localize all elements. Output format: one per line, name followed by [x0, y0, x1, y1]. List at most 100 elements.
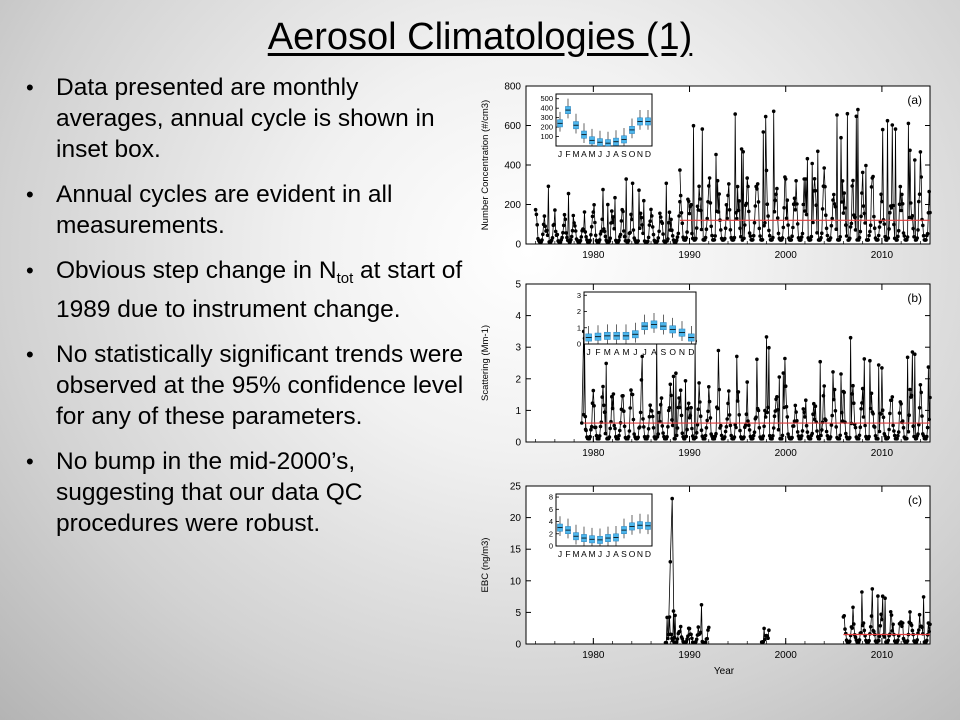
inset-y-tick-label: 3	[577, 291, 581, 300]
data-point	[767, 228, 771, 233]
data-point	[830, 413, 834, 418]
data-point	[628, 230, 632, 235]
data-point	[917, 406, 922, 410]
data-point	[804, 423, 809, 428]
x-axis-label: Year	[714, 666, 735, 677]
data-point	[657, 410, 661, 415]
data-point	[844, 234, 849, 238]
data-point	[849, 221, 854, 226]
inset-y-tick-label: 4	[549, 517, 553, 526]
data-point	[698, 414, 703, 419]
data-point	[674, 371, 678, 376]
data-point	[775, 186, 779, 191]
data-point	[763, 221, 767, 225]
data-point	[705, 418, 709, 423]
data-point	[660, 424, 665, 428]
bullet-text: No bump in the mid-2000’s, suggesting th…	[56, 448, 363, 537]
data-point	[661, 232, 665, 236]
data-point	[584, 235, 588, 239]
data-point	[678, 193, 683, 198]
data-point	[592, 404, 596, 408]
x-tick-label: 2000	[775, 448, 798, 459]
data-point	[862, 357, 867, 361]
data-point	[588, 238, 592, 243]
bullet-item: • Data presented are monthly averages, an…	[20, 72, 470, 165]
data-point	[694, 430, 699, 435]
data-point	[812, 417, 817, 422]
data-point	[735, 184, 740, 189]
bullet-text-before: Obvious step change in N	[56, 257, 337, 284]
data-point	[905, 235, 910, 239]
data-point	[649, 207, 653, 212]
data-point	[627, 429, 632, 433]
inset-month-label: M	[588, 549, 595, 559]
data-point	[617, 433, 621, 438]
data-point	[666, 425, 670, 429]
data-point	[765, 410, 770, 415]
data-point	[793, 208, 798, 212]
data-point	[804, 212, 809, 217]
data-point	[892, 429, 896, 433]
data-point	[669, 393, 673, 398]
data-point	[600, 395, 604, 399]
data-point	[723, 435, 727, 439]
data-point	[678, 629, 682, 634]
data-point	[928, 210, 932, 215]
data-point	[763, 637, 767, 642]
data-point	[667, 406, 672, 410]
data-point	[677, 214, 681, 218]
data-point	[622, 229, 626, 233]
inset-month-label: M	[622, 347, 629, 357]
y-tick-label: 10	[510, 576, 522, 587]
data-point	[799, 434, 804, 438]
data-point	[685, 637, 689, 641]
inset-y-tick-label: 2	[549, 529, 553, 538]
data-point	[911, 226, 915, 231]
data-point	[766, 214, 770, 218]
data-point	[602, 403, 606, 408]
data-point	[795, 419, 799, 423]
data-point	[862, 211, 867, 216]
data-point	[686, 199, 691, 204]
data-point	[753, 204, 758, 208]
data-point	[746, 419, 750, 423]
y-tick-label: 800	[504, 82, 521, 93]
data-point	[650, 409, 654, 413]
data-point	[671, 609, 676, 613]
data-point	[686, 406, 690, 411]
data-point	[717, 192, 721, 196]
data-point	[661, 431, 665, 435]
data-point	[651, 232, 656, 237]
climatology-figure: 0 200 400 600 800 1980 1990 2000 2010 Number Conc…	[474, 76, 934, 701]
data-point	[918, 150, 923, 154]
data-point	[916, 432, 920, 436]
bullet-subscript: tot	[336, 270, 354, 287]
data-point	[848, 639, 852, 644]
data-point	[600, 217, 604, 222]
data-point	[883, 596, 887, 600]
data-point	[853, 425, 858, 430]
data-point	[909, 623, 914, 628]
data-point	[655, 435, 660, 439]
data-point	[928, 395, 932, 400]
data-point	[742, 236, 746, 241]
inset-month-label: J	[606, 549, 610, 559]
data-point	[697, 381, 701, 385]
data-point	[699, 603, 704, 607]
data-point	[674, 433, 679, 438]
data-point	[699, 428, 704, 433]
data-point	[860, 170, 865, 175]
data-point	[792, 196, 797, 201]
data-point	[869, 185, 874, 189]
inset-y-tick-label: 100	[540, 132, 553, 141]
data-point	[803, 209, 807, 213]
data-point	[618, 232, 623, 237]
data-point	[678, 168, 682, 172]
data-point	[833, 204, 838, 209]
data-point	[689, 632, 693, 637]
data-point	[631, 417, 636, 422]
data-point	[658, 211, 662, 216]
data-point	[755, 357, 759, 362]
data-point	[698, 400, 702, 404]
